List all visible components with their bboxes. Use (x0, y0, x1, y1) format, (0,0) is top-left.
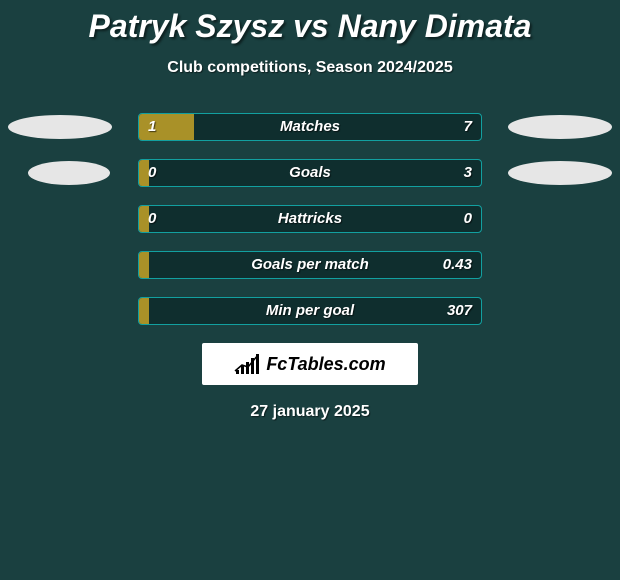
stat-label: Matches (138, 113, 482, 141)
stat-row: 307Min per goal (0, 297, 620, 325)
stat-label: Hattricks (138, 205, 482, 233)
stat-row: 00Hattricks (0, 205, 620, 233)
stat-label: Goals (138, 159, 482, 187)
player-avatar-right (508, 115, 612, 139)
player-avatar-left (28, 161, 110, 185)
player-avatar-right (508, 161, 612, 185)
stat-row: 0.43Goals per match (0, 251, 620, 279)
subtitle: Club competitions, Season 2024/2025 (0, 59, 620, 77)
branding-text: FcTables.com (266, 354, 385, 375)
stats-container: 17Matches 03Goals 00Hattricks 0.43Goals per… (0, 113, 620, 325)
stat-row: 17Matches (0, 113, 620, 141)
stat-label: Min per goal (138, 297, 482, 325)
page-title: Patryk Szysz vs Nany Dimata (0, 0, 620, 45)
date-label: 27 january 2025 (0, 403, 620, 421)
stat-label: Goals per match (138, 251, 482, 279)
player-avatar-left (8, 115, 112, 139)
stat-row: 03Goals (0, 159, 620, 187)
bar-chart-icon (234, 353, 260, 375)
branding-badge: FcTables.com (202, 343, 418, 385)
